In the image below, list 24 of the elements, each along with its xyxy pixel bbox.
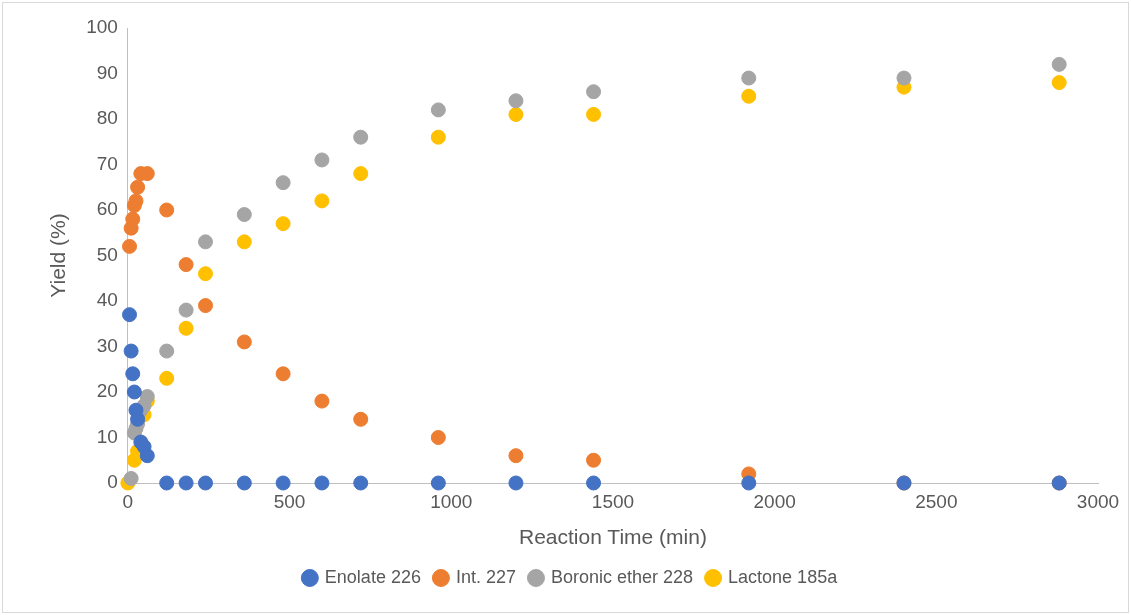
y-tick-label: 0 bbox=[107, 471, 118, 493]
y-tick-label: 60 bbox=[96, 198, 118, 220]
y-tick-label: 90 bbox=[96, 61, 118, 83]
x-tick-label: 1000 bbox=[430, 490, 473, 512]
y-tick-label: 70 bbox=[96, 152, 118, 174]
x-tick-label: 1500 bbox=[591, 490, 635, 512]
legend-label: Lactone 185a bbox=[728, 566, 839, 587]
y-tick-label: 10 bbox=[96, 425, 118, 447]
legend-label: Enolate 226 bbox=[324, 566, 421, 587]
x-tick-label: 500 bbox=[273, 490, 306, 512]
y-tick-label: 80 bbox=[96, 107, 118, 129]
y-tick-label: 50 bbox=[96, 243, 118, 265]
y-tick-label: 40 bbox=[96, 289, 118, 311]
legend-label: Int. 227 bbox=[455, 566, 516, 587]
legend-label: Boronic ether 228 bbox=[550, 566, 694, 587]
y-tick-label: 100 bbox=[86, 16, 118, 38]
x-axis-title: Reaction Time (min) bbox=[519, 525, 707, 549]
y-tick-label: 20 bbox=[96, 380, 118, 402]
x-tick-label: 0 bbox=[122, 490, 134, 512]
x-tick-label: 3000 bbox=[1076, 490, 1120, 512]
x-tick-label: 2000 bbox=[753, 490, 796, 512]
y-axis-title: Yield (%) bbox=[46, 213, 70, 298]
x-tick-label: 2500 bbox=[915, 490, 958, 512]
y-tick-label: 30 bbox=[96, 334, 118, 356]
